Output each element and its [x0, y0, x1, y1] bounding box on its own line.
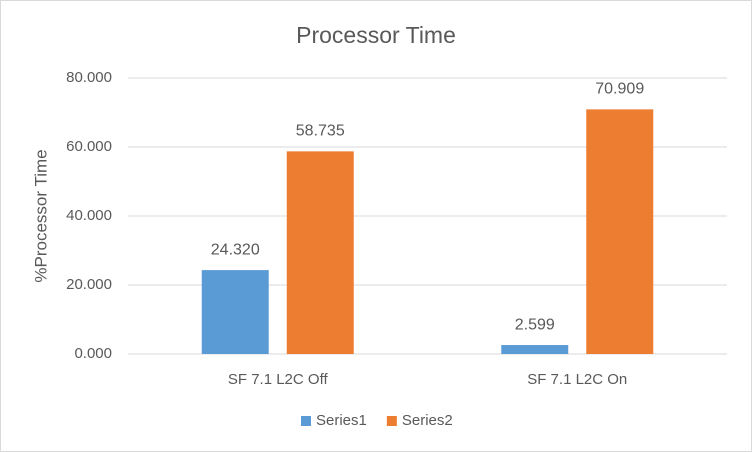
- data-label: 24.320: [211, 241, 260, 258]
- y-tick-label: 0.000: [74, 345, 112, 362]
- legend-label: Series1: [316, 412, 367, 429]
- bar: [501, 345, 569, 354]
- data-label: 2.599: [515, 316, 555, 333]
- y-axis-label: %Processor Time: [31, 149, 50, 282]
- bar: [201, 270, 269, 354]
- y-tick-label: 60.000: [66, 138, 112, 155]
- y-tick-label: 20.000: [66, 276, 112, 293]
- legend-swatch: [301, 416, 311, 426]
- data-label: 58.735: [296, 123, 345, 140]
- legend-label: Series2: [402, 412, 453, 429]
- legend-swatch: [386, 416, 397, 426]
- bar: [286, 151, 354, 354]
- chart-title: Processor Time: [296, 22, 456, 48]
- y-tick-label: 40.000: [66, 207, 112, 224]
- x-tick-label: SF 7.1 L2C Off: [228, 371, 329, 388]
- y-tick-label: 80.000: [66, 69, 112, 86]
- data-label: 70.909: [595, 81, 644, 98]
- x-tick-label: SF 7.1 L2C On: [527, 371, 627, 388]
- bar: [586, 109, 654, 354]
